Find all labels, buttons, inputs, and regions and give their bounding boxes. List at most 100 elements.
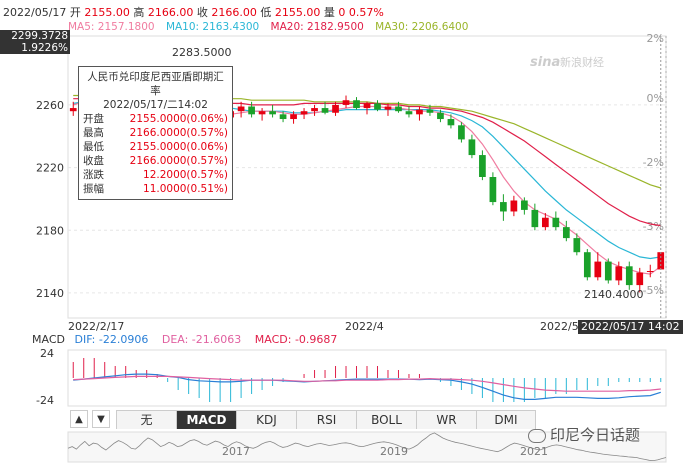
candle-body (604, 261, 612, 281)
sina-logo: sina (530, 55, 560, 70)
tab-kdj[interactable]: KDJ (236, 411, 296, 429)
candle-body (279, 114, 287, 120)
tab-rsi[interactable]: RSI (296, 411, 356, 429)
tooltip-row-change: 涨跌 12.2000(0.57%) (83, 169, 228, 181)
macd-name: MACD (32, 333, 65, 346)
tooltip-row-low: 最低 2155.0000(0.06%) (83, 141, 228, 153)
tooltip-row-amplitude: 振幅 11.0000(0.51%) (83, 183, 228, 195)
tooltip-title: 人民币兑印度尼西亚盾即期汇率 (87, 71, 224, 97)
tab-macd[interactable]: MACD (176, 411, 236, 429)
brand-watermark: 印尼今日话题 (528, 424, 640, 445)
header-date: 2022/05/17 (3, 6, 67, 19)
candle-body (510, 200, 518, 212)
macd-dea-line (73, 375, 661, 392)
overview-frame (67, 431, 667, 463)
candle-body (625, 266, 633, 286)
candle-body (363, 103, 371, 109)
candle-body (458, 125, 465, 140)
tab-dmi[interactable]: DMI (476, 411, 536, 429)
macd-value: MACD: -0.9687 (254, 333, 338, 346)
x-tick-label: 2022/4 (345, 320, 384, 333)
candle-body (541, 217, 549, 228)
tooltip-row-close: 收盘 2166.0000(0.57%) (83, 155, 228, 167)
header-low: 2155.00 (274, 6, 321, 19)
macd-dea: DEA: -21.6063 (161, 333, 242, 346)
y-tick-label: 2220 (36, 162, 64, 175)
pct-tick-label: 2% (647, 32, 664, 45)
candle-body (311, 108, 318, 112)
candle-body (479, 155, 486, 177)
candle-body (489, 177, 497, 203)
candle-body (384, 106, 392, 110)
candle-body (468, 139, 476, 156)
candle-body (395, 106, 402, 112)
candle-body (416, 109, 423, 115)
candle-body (353, 100, 360, 109)
candle-body (374, 103, 381, 110)
candle-body (583, 252, 591, 278)
pct-tick-label: -5% (643, 284, 664, 297)
candle-body (636, 272, 644, 286)
macd-y-top: 24 (40, 347, 54, 360)
ma30-label: MA30: 2206.6400 (375, 21, 469, 33)
top-price-box: 2299.3728 1.9226% (0, 30, 70, 54)
tab-boll[interactable]: BOLL (356, 411, 416, 429)
ma-legend: MA5: 2157.1800 MA10: 2163.4300 MA20: 218… (68, 21, 468, 33)
y-tick-label: 2180 (36, 224, 64, 237)
ma5-label: MA5: 2157.1800 (68, 21, 155, 33)
candle-body (500, 202, 507, 212)
overview-year-label: 2021 (520, 445, 548, 458)
candle-body (342, 100, 350, 105)
header-open: 2155.00 (84, 6, 130, 19)
brand-name: 印尼今日话题 (550, 426, 641, 444)
candle-body (615, 266, 623, 281)
top-pct: 1.9226% (21, 42, 68, 54)
y-tick-label: 2140 (36, 287, 64, 300)
candle-body (321, 108, 329, 113)
candle-body (290, 114, 297, 120)
scroll-up-button[interactable]: ▲ (70, 410, 88, 428)
pct-tick-label: 0% (647, 92, 664, 105)
scroll-down-button[interactable]: ▼ (92, 410, 110, 428)
macd-legend: MACD DIF: -22.0906 DEA: -21.6063 MACD: -… (32, 333, 337, 346)
candle-body (426, 109, 434, 113)
candle-body (447, 119, 455, 126)
candle-body (248, 106, 255, 115)
candle-body (562, 227, 570, 239)
ohlc-tooltip: 人民币兑印度尼西亚盾即期汇率 2022/05/17/二14:02 开盘 2155.… (78, 66, 233, 200)
candle-body (552, 217, 560, 228)
tooltip-time: 2022/05/17/二14:02 (103, 99, 208, 111)
header-close: 2166.00 (211, 6, 257, 19)
tab-none[interactable]: 无 (116, 411, 176, 429)
ma20-label: MA20: 2182.9500 (270, 21, 364, 33)
macd-y-bottom: -24 (36, 394, 54, 407)
top-price: 2299.3728 (11, 30, 68, 42)
ma10-label: MA10: 2163.4300 (165, 21, 260, 33)
candle-body (573, 238, 581, 253)
candle-body (332, 104, 339, 113)
ohlc-header: 2022/05/17 开 2155.00 高 2166.00 收 2166.00… (3, 6, 384, 19)
candle-body (531, 209, 539, 228)
header-volume: 0 (338, 6, 346, 19)
candle-body (405, 111, 413, 115)
overview-year-label: 2019 (380, 445, 408, 458)
tab-wr[interactable]: WR (416, 411, 476, 429)
candle-body (69, 108, 77, 112)
max-price-label: 2283.5000 (172, 46, 232, 59)
tooltip-row-open: 开盘 2155.0000(0.06%) (83, 113, 228, 125)
overview-year-label: 2017 (222, 445, 250, 458)
candle-body (237, 106, 245, 112)
y-tick-label: 2260 (36, 99, 64, 112)
candle-body (269, 111, 276, 115)
x-tick-label: 2022/2/17 (68, 320, 124, 333)
min-price-label: 2140.4000 (584, 288, 644, 301)
x-tick-label: 2022/5 (540, 320, 579, 333)
macd-dif: DIF: -22.0906 (74, 333, 149, 346)
macd-plot-frame (67, 349, 667, 407)
overview-line (67, 432, 667, 462)
candle-body (437, 112, 444, 120)
candle-body (300, 111, 308, 115)
candle-body (521, 200, 528, 210)
